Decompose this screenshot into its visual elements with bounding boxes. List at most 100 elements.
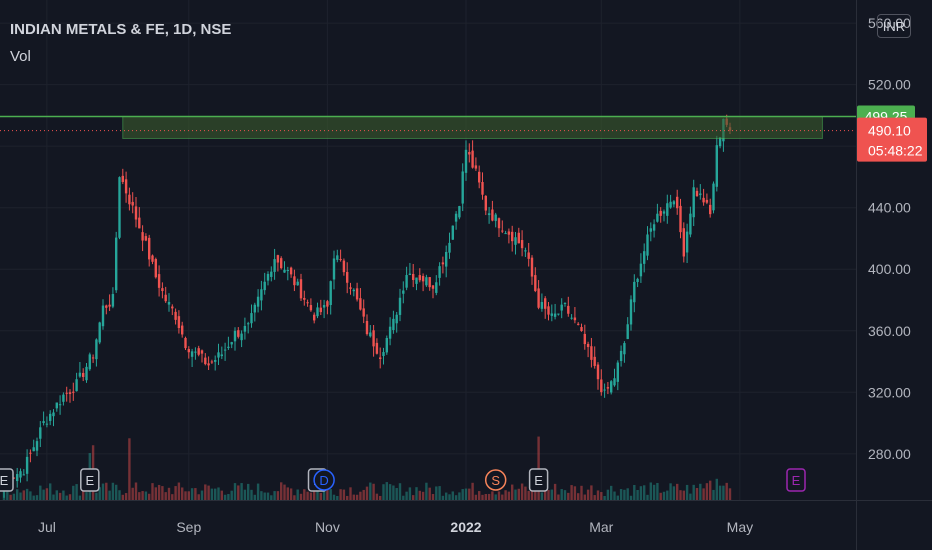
resistance-zone[interactable]: [122, 116, 823, 139]
volume-bar: [626, 488, 629, 500]
candle-body: [560, 304, 563, 311]
volume-bar: [438, 486, 441, 500]
volume-bar: [68, 494, 72, 500]
candle-body: [72, 391, 75, 393]
event-marker-e[interactable]: [0, 468, 14, 492]
event-marker-label: E: [0, 473, 9, 488]
candle-body: [214, 359, 217, 362]
candle-body: [636, 278, 639, 283]
candle-body: [22, 474, 25, 476]
volume-bar: [95, 492, 98, 500]
candle-body: [12, 477, 16, 479]
candle-body: [111, 294, 115, 307]
event-marker-d[interactable]: [313, 469, 335, 491]
volume-bar: [412, 495, 415, 500]
volume-bar: [669, 483, 672, 500]
event-marker-e[interactable]: [80, 468, 100, 492]
volume-bar: [705, 483, 709, 500]
volume-bar: [280, 482, 283, 500]
symbol-label[interactable]: INDIAN METALS & FE, 1D, NSE: [10, 21, 232, 38]
volume-bar: [583, 494, 586, 500]
volume-bar: [603, 495, 606, 500]
candle-body: [616, 362, 619, 382]
candle-body: [349, 287, 352, 289]
volume-label[interactable]: Vol: [10, 48, 31, 65]
currency-button[interactable]: INR: [877, 14, 911, 38]
candle-body: [25, 456, 29, 474]
candle-body: [484, 195, 487, 211]
candle-body: [233, 330, 237, 342]
last-price-text: 490.10: [868, 123, 911, 139]
candle-body: [237, 330, 240, 337]
candle-body: [603, 389, 606, 391]
volume-bar: [171, 494, 174, 500]
candle-body: [464, 149, 468, 173]
volume-bar: [451, 491, 454, 500]
volume-bar: [299, 493, 303, 500]
event-marker-s[interactable]: [484, 469, 507, 491]
volume-bar: [72, 485, 75, 500]
volume-bar: [75, 484, 78, 500]
volume-bar: [550, 489, 553, 500]
volume-bar: [504, 490, 507, 500]
candle-body: [412, 273, 415, 280]
candle-body: [643, 251, 646, 264]
volume-bar: [501, 494, 504, 500]
chart-legend: INDIAN METALS & FE, 1D, NSE Vol: [10, 21, 231, 65]
candle-body: [702, 197, 705, 203]
candle-body: [204, 357, 207, 365]
volume-bar: [557, 494, 560, 500]
volume-bar: [689, 493, 692, 500]
candle-body: [108, 304, 111, 307]
candle-body: [167, 301, 171, 305]
volume-bar: [22, 490, 25, 500]
volume-bar: [296, 489, 299, 500]
candle-body: [256, 296, 260, 307]
volume-bar: [474, 494, 478, 500]
candle-body: [666, 203, 669, 216]
volume-bar: [210, 488, 214, 500]
volume-bar: [121, 494, 124, 500]
candle-body: [580, 327, 583, 332]
candle-body: [520, 240, 524, 249]
volume-bar: [177, 482, 181, 500]
candle-body: [263, 281, 266, 291]
volume-bar: [19, 492, 22, 500]
volume-bar: [606, 489, 610, 500]
volume-bar: [85, 492, 88, 500]
volume-bar: [524, 486, 527, 500]
volume-bar: [458, 492, 461, 500]
candle-body: [280, 258, 283, 269]
candle-body: [220, 354, 223, 357]
candle-body: [359, 298, 362, 310]
candle-body: [695, 190, 699, 197]
volume-bar: [392, 485, 395, 500]
volume-bar: [124, 493, 128, 500]
volume-bar: [643, 485, 646, 500]
candle-body: [471, 150, 474, 168]
volume-bar: [728, 488, 732, 500]
candle-body: [187, 349, 190, 353]
volume-bar: [517, 488, 520, 500]
event-marker-e[interactable]: [528, 468, 549, 492]
candle-body: [346, 272, 349, 283]
event-marker-e[interactable]: [786, 468, 806, 492]
candle-body: [154, 259, 157, 278]
candle-body: [623, 343, 626, 355]
candle-body: [273, 259, 276, 272]
y-tick-label: 280.00: [868, 446, 911, 462]
candle-body: [685, 231, 689, 253]
candle-body: [85, 366, 88, 381]
volume-bar: [349, 487, 352, 500]
candle-body: [633, 281, 636, 303]
candle-body: [408, 273, 412, 275]
candle-body: [342, 260, 346, 273]
volume-bar: [580, 485, 583, 500]
candle-body: [138, 217, 141, 229]
volume-bar: [161, 486, 164, 500]
candle-body: [329, 281, 332, 306]
candle-body: [115, 237, 118, 291]
volume-bar: [497, 491, 501, 500]
